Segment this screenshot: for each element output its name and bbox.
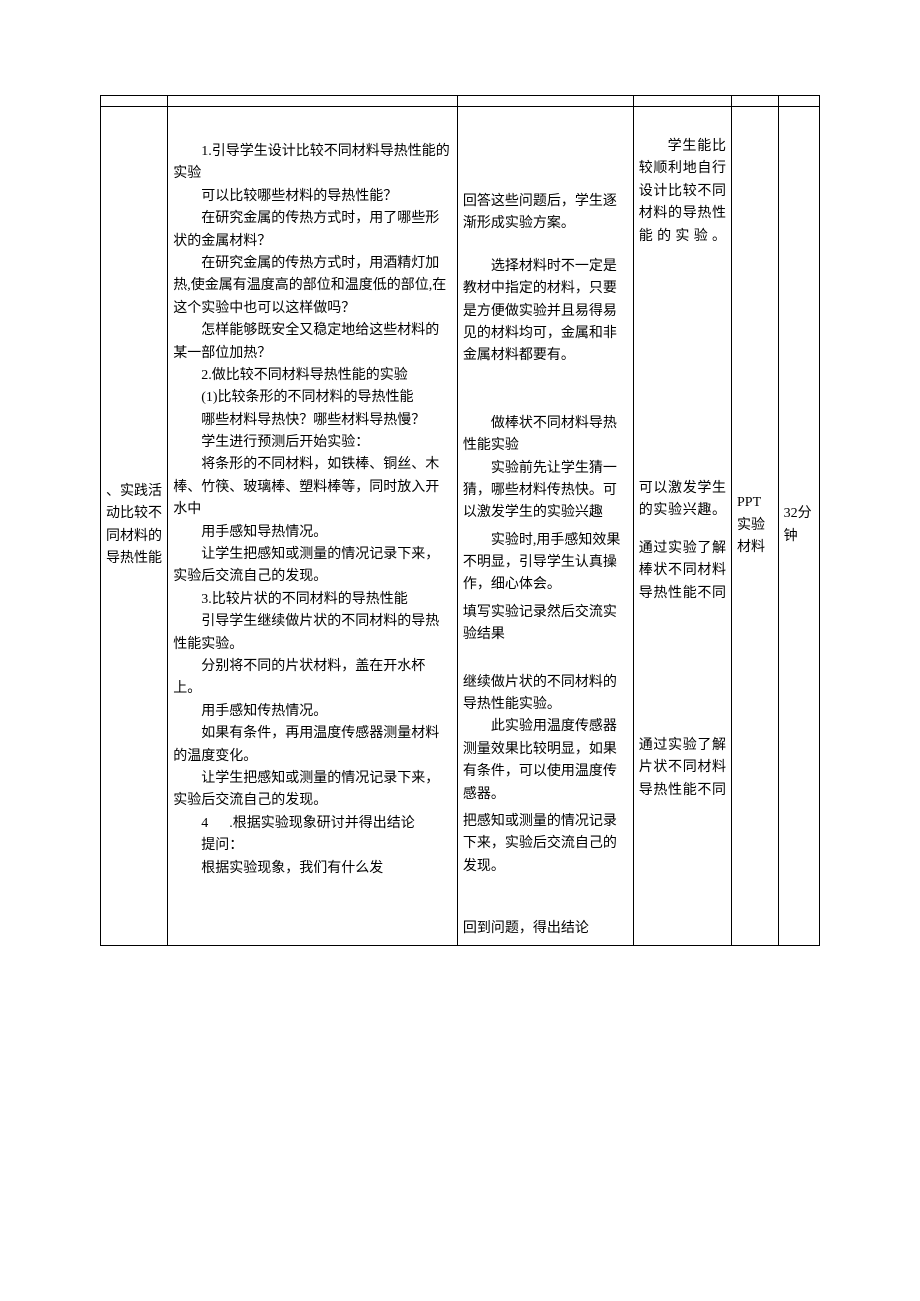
teacher-p18: 让学生把感知或测量的情况记录下来，实验后交流自己的发现。 (173, 768, 452, 813)
student-s4: 实验前先让学生猜一猜，哪些材料传热快。可以激发学生的实验兴趣 (463, 458, 628, 525)
lesson-plan-page: 、实践活动比较不同材料的导热性能 1.引导学生设计比较不同材料导热性能的实验 可… (0, 0, 920, 1301)
intent-i4: 通过实验了解片状不同材料导热性能不同 (639, 735, 726, 802)
student-s2: 选择材料时不一定是教材中指定的材料，只要是方便做实验并且易得易见的材料均可，金属… (463, 256, 628, 368)
spacer-row (101, 96, 820, 107)
lesson-plan-table: 、实践活动比较不同材料的导热性能 1.引导学生设计比较不同材料导热性能的实验 可… (100, 95, 820, 946)
media-cell: PPT实验材料 (732, 107, 779, 946)
teacher-p14: 引导学生继续做片状的不同材料的导热性能实验。 (173, 611, 452, 656)
section-title: 、实践活动比较不同材料的导热性能 (106, 481, 162, 571)
teacher-p15: 分别将不同的片状材料，盖在开水杯上。 (173, 656, 452, 701)
student-s6: 填写实验记录然后交流实验结果 (463, 602, 628, 647)
student-s10: 回到问题，得出结论 (463, 918, 628, 940)
media-text: PPT实验材料 (737, 492, 773, 559)
intent-i1: 学生能比较顺利地自行设计比较不同材料的导热性能的实验。 (639, 136, 726, 248)
teacher-p11: 用手感知导热情况。 (173, 522, 452, 544)
teacher-p19b: .根据实验现象研讨并得出结论 (229, 816, 415, 831)
teacher-p10: 将条形的不同材料，如铁棒、铜丝、木棒、竹筷、玻璃棒、塑料棒等，同时放入开水中 (173, 454, 452, 521)
teacher-p19: 4 .根据实验现象研讨并得出结论 (173, 813, 452, 835)
time-text: 32分钟 (784, 503, 814, 548)
student-s8: 此实验用温度传感器测量效果比较明显，如果有条件，可以使用温度传感器。 (463, 716, 628, 806)
teacher-p1: 1.引导学生设计比较不同材料导热性能的实验 (173, 141, 452, 186)
teacher-p16: 用手感知传热情况。 (173, 701, 452, 723)
student-s5: 实验时,用手感知效果不明显，引导学生认真操作，细心体会。 (463, 530, 628, 597)
teacher-p12: 让学生把感知或测量的情况记录下来，实验后交流自己的发现。 (173, 544, 452, 589)
section-cell: 、实践活动比较不同材料的导热性能 (101, 107, 168, 946)
teacher-p17: 如果有条件，再用温度传感器测量材料的温度变化。 (173, 723, 452, 768)
intent-i3: 通过实验了解棒状不同材料导热性能不同 (639, 538, 726, 605)
teacher-p7: (1)比较条形的不同材料的导热性能 (173, 387, 452, 409)
teacher-p20: 提问： (173, 835, 452, 857)
student-s3: 做棒状不同材料导热性能实验 (463, 413, 628, 458)
student-s9: 把感知或测量的情况记录下来，实验后交流自己的发现。 (463, 811, 628, 878)
teacher-p21: 根据实验现象，我们有什么发 (173, 858, 452, 880)
teacher-p6: 2.做比较不同材料导热性能的实验 (173, 365, 452, 387)
student-s1: 回答这些问题后，学生逐渐形成实验方案。 (463, 191, 628, 236)
teacher-p3: 在研究金属的传热方式时，用了哪些形状的金属材料？ (173, 208, 452, 253)
teacher-p9: 学生进行预测后开始实验： (173, 432, 452, 454)
intent-i2: 可以激发学生的实验兴趣。 (639, 478, 726, 523)
design-intent-cell: 学生能比较顺利地自行设计比较不同材料的导热性能的实验。 可以激发学生的实验兴趣。… (633, 107, 731, 946)
teacher-p4: 在研究金属的传热方式时，用酒精灯加热,使金属有温度高的部位和温度低的部位,在这个… (173, 253, 452, 320)
teacher-p8: 哪些材料导热快？哪些材料导热慢？ (173, 410, 452, 432)
teacher-p13: 3.比较片状的不同材料的导热性能 (173, 589, 452, 611)
student-activity-cell: 回答这些问题后，学生逐渐形成实验方案。 选择材料时不一定是教材中指定的材料，只要… (457, 107, 633, 946)
teacher-activity-cell: 1.引导学生设计比较不同材料导热性能的实验 可以比较哪些材料的导热性能？ 在研究… (168, 107, 458, 946)
teacher-p5: 怎样能够既安全又稳定地给这些材料的某一部位加热？ (173, 320, 452, 365)
teacher-p19a: 4 (201, 816, 208, 831)
content-row: 、实践活动比较不同材料的导热性能 1.引导学生设计比较不同材料导热性能的实验 可… (101, 107, 820, 946)
time-cell: 32分钟 (778, 107, 819, 946)
student-s7: 继续做片状的不同材料的导热性能实验。 (463, 672, 628, 717)
teacher-p2: 可以比较哪些材料的导热性能？ (173, 186, 452, 208)
